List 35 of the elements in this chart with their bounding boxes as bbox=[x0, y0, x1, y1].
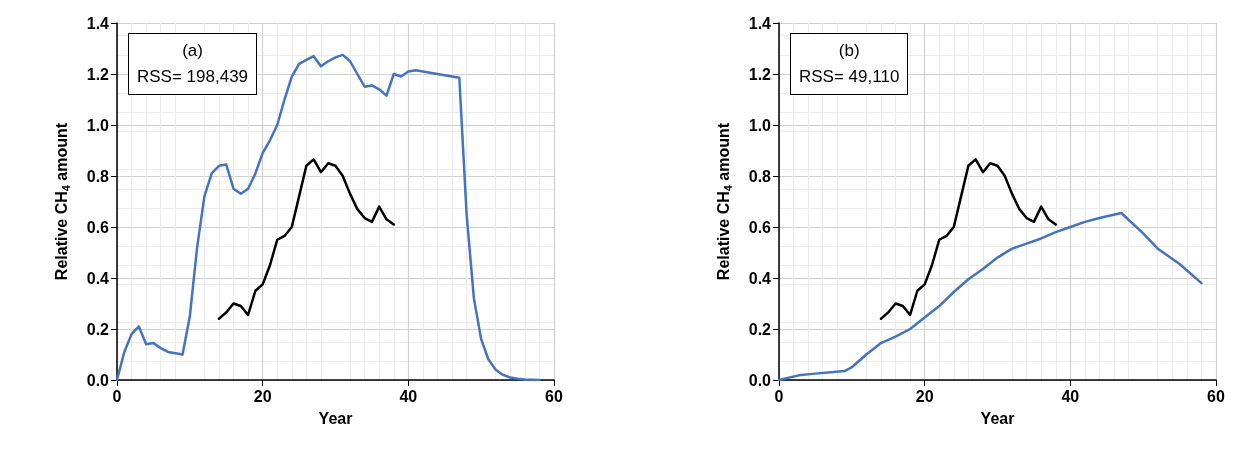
y-tick-label: 0.4 bbox=[748, 269, 772, 287]
x-tick-label: 40 bbox=[399, 387, 418, 405]
x-tick-label: 20 bbox=[253, 387, 272, 405]
y-tick-label: 1.4 bbox=[748, 14, 772, 32]
y-tick-label: 0.0 bbox=[86, 371, 110, 389]
annotation: (b) bbox=[837, 40, 861, 62]
y-tick-label: 0.4 bbox=[86, 269, 110, 287]
y-tick-label: 0.6 bbox=[748, 218, 772, 236]
annotation: RSS= 198,439 bbox=[137, 66, 249, 88]
line-series bbox=[879, 158, 1058, 321]
y-tick-label: 0.2 bbox=[748, 320, 772, 338]
y-axis-title: Relative CH4 amount bbox=[53, 122, 72, 281]
x-tick-label: 60 bbox=[1207, 387, 1225, 405]
y-tick-label: 0.8 bbox=[86, 167, 110, 185]
annotation: RSS= 49,110 bbox=[799, 66, 900, 88]
x-tick-label: 60 bbox=[545, 387, 563, 405]
x-axis-title: Year bbox=[980, 409, 1015, 427]
x-tick-label: 40 bbox=[1061, 387, 1080, 405]
x-tick-label: 20 bbox=[915, 387, 934, 405]
x-axis-title: Year bbox=[318, 409, 353, 427]
y-tick-label: 1.2 bbox=[748, 65, 772, 83]
line-series bbox=[217, 158, 396, 321]
line-series bbox=[777, 211, 1203, 382]
y-tick-label: 1.0 bbox=[748, 116, 772, 134]
y-tick-label: 1.4 bbox=[86, 14, 110, 32]
y-tick-label: 0.2 bbox=[86, 320, 110, 338]
y-axis-title: Relative CH4 amount bbox=[715, 122, 734, 281]
y-tick-label: 0.8 bbox=[748, 167, 772, 185]
annotation: (a) bbox=[181, 40, 204, 62]
x-tick-label: 0 bbox=[774, 387, 784, 405]
y-tick-label: 0.0 bbox=[748, 371, 772, 389]
x-tick-label: 0 bbox=[112, 387, 122, 405]
y-tick-label: 0.6 bbox=[86, 218, 110, 236]
y-tick-label: 1.2 bbox=[86, 65, 110, 83]
y-tick-label: 1.0 bbox=[86, 116, 110, 134]
